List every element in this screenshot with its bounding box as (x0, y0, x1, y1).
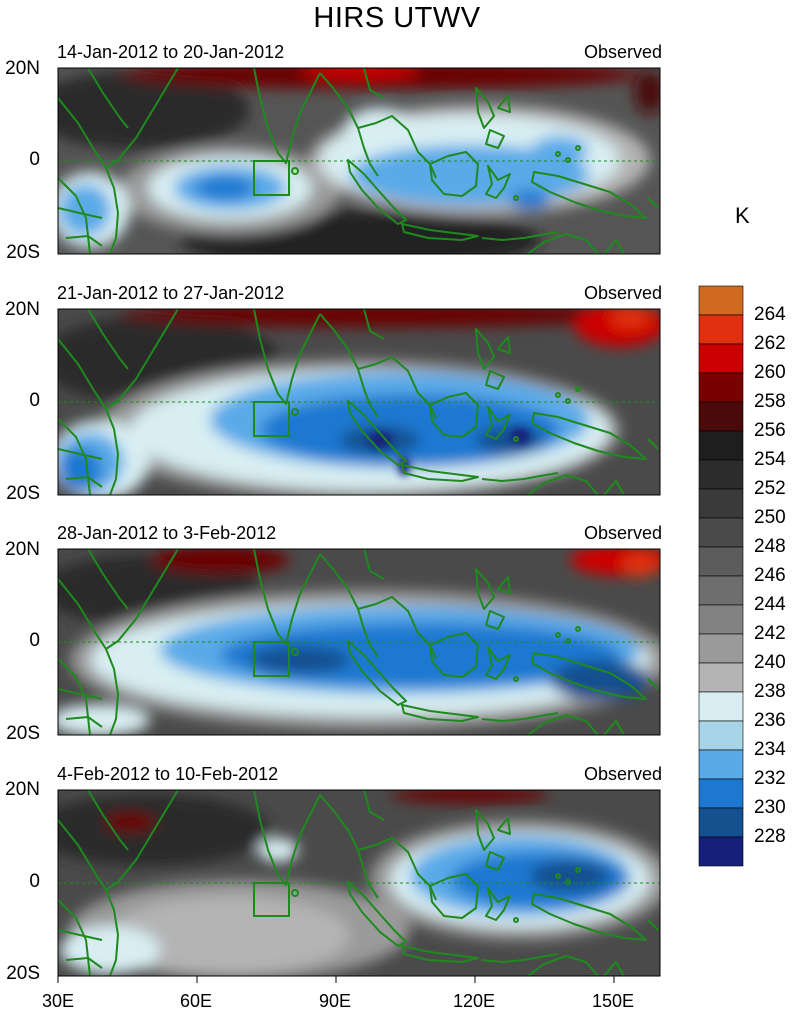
panel-4-lat-20s: 20S (6, 963, 40, 984)
colorbar-swatch (698, 488, 744, 519)
colorbar-tick-label: 256 (754, 420, 786, 441)
axis-ticks (57, 976, 615, 983)
panel-1-lat-0: 0 (29, 149, 40, 170)
panel-2-map (58, 309, 660, 495)
panel-4-date-range: 4-Feb-2012 to 10-Feb-2012 (57, 764, 279, 784)
colorbar-tick-label: 246 (754, 565, 786, 586)
colorbar-tick-label: 258 (754, 391, 786, 412)
colorbar-tick-label: 264 (754, 304, 786, 325)
panel-3-lat-20n: 20N (5, 539, 40, 560)
panel-2-lat-0: 0 (29, 390, 40, 411)
colorbar-swatch (698, 517, 744, 548)
panel-3-frame (57, 548, 661, 736)
panel-2-date-range: 21-Jan-2012 to 27-Jan-2012 (57, 283, 285, 303)
colorbar-tick-label: 262 (754, 333, 786, 354)
lon-label-150e: 150E (591, 991, 635, 1011)
panel-4-lat-20n: 20N (5, 779, 40, 800)
colorbar-swatch (698, 314, 744, 345)
colorbar-tick-label: 254 (754, 449, 786, 470)
panel-4-map (58, 790, 660, 976)
colorbar-swatch (698, 575, 744, 606)
colorbar-tick-label: 260 (754, 362, 786, 383)
colorbar-tick-label: 230 (754, 797, 786, 818)
panel-3-source: Observed (583, 523, 662, 543)
panel-1-source: Observed (583, 42, 662, 62)
lon-label-120e: 120E (452, 991, 496, 1011)
lon-label-90e: 90E (318, 991, 352, 1011)
panel-3-date-range: 28-Jan-2012 to 3-Feb-2012 (57, 523, 277, 543)
panel-3-map (58, 549, 660, 735)
colorbar-tick-label: 236 (754, 710, 786, 731)
colorbar-tick-label: 234 (754, 739, 786, 760)
colorbar-tick-label: 240 (754, 652, 786, 673)
panel-3-lat-20s: 20S (6, 723, 40, 744)
colorbar-tick-label: 228 (754, 826, 786, 847)
panel-1-frame (57, 67, 661, 255)
panel-4-lat-0: 0 (29, 871, 40, 892)
colorbar-unit: K (735, 203, 750, 228)
panel-2-source: Observed (583, 283, 662, 303)
colorbar-swatch (698, 401, 744, 432)
figure-title: HIRS UTWV (313, 2, 481, 34)
panel-2-lat-20n: 20N (5, 299, 40, 320)
colorbar-swatch (698, 343, 744, 374)
colorbar-swatch (698, 691, 744, 722)
colorbar-tick-label: 238 (754, 681, 786, 702)
colorbar-swatch (698, 459, 744, 490)
colorbar-swatch (698, 372, 744, 403)
colorbar-tick-label: 244 (754, 594, 786, 615)
panel-1-lat-20s: 20S (6, 242, 40, 263)
lon-label-30e: 30E (41, 991, 75, 1011)
colorbar (698, 285, 744, 867)
colorbar-swatch (698, 836, 744, 867)
panel-1-lat-20n: 20N (5, 58, 40, 79)
colorbar-swatch (698, 720, 744, 751)
panel-2-lat-20s: 20S (6, 483, 40, 504)
colorbar-swatch (698, 430, 744, 461)
colorbar-tick-label: 248 (754, 536, 786, 557)
colorbar-swatch (698, 633, 744, 664)
colorbar-tick-label: 242 (754, 623, 786, 644)
colorbar-swatch (698, 662, 744, 693)
colorbar-tick-label: 252 (754, 478, 786, 499)
colorbar-tick-label: 250 (754, 507, 786, 528)
colorbar-tick-label: 232 (754, 768, 786, 789)
panel-1-date-range: 14-Jan-2012 to 20-Jan-2012 (57, 42, 285, 62)
colorbar-swatch (698, 285, 744, 316)
panel-2-frame (57, 308, 661, 496)
lon-label-60e: 60E (179, 991, 213, 1011)
colorbar-swatch (698, 749, 744, 780)
panel-4-source: Observed (583, 764, 662, 784)
colorbar-swatch (698, 807, 744, 838)
colorbar-swatch (698, 546, 744, 577)
panel-4-frame (57, 789, 661, 977)
panel-1-map (58, 68, 660, 254)
colorbar-swatch (698, 778, 744, 809)
panel-3-lat-0: 0 (29, 630, 40, 651)
colorbar-swatch (698, 604, 744, 635)
